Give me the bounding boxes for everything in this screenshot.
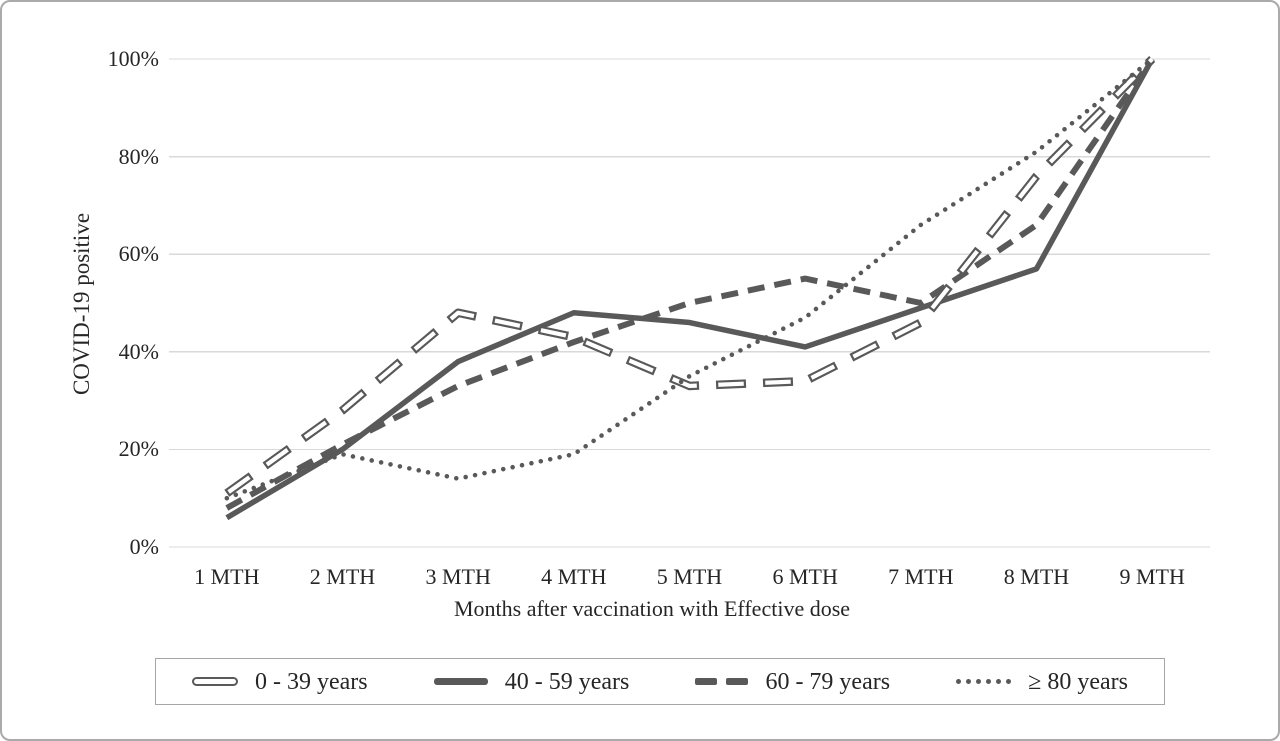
y-tick-label: 100% (107, 46, 159, 71)
legend-item-label: ≥ 80 years (1028, 668, 1128, 695)
legend-item: 0 - 39 years (192, 668, 368, 696)
legend-swatch-dotted-icon (956, 679, 1012, 684)
legend-item: 60 - 79 years (695, 668, 890, 696)
legend-item: ≥ 80 years (956, 668, 1128, 696)
x-axis-title: Months after vaccination with Effective … (453, 596, 851, 621)
x-tick-label: 8 MTH (1003, 564, 1070, 589)
x-tick-label: 5 MTH (656, 564, 723, 589)
x-tick-label: 4 MTH (541, 564, 607, 589)
y-tick-label: 20% (118, 436, 159, 462)
y-tick-label: 60% (118, 241, 159, 267)
x-tick-label: 7 MTH (888, 564, 954, 589)
legend: 0 - 39 years 40 - 59 years 60 - 79 years ≥ … (155, 658, 1165, 705)
series-line-60-79-years (225, 57, 1155, 511)
legend-item-label: 60 - 79 years (765, 668, 891, 695)
x-tick-label: 9 MTH (1119, 564, 1185, 589)
series-line-80-years (224, 56, 1155, 501)
legend-item: 40 - 59 years (433, 668, 630, 696)
y-tick-label: 40% (118, 338, 159, 364)
y-tick-label: 80% (118, 143, 159, 169)
gridlines (169, 58, 1210, 548)
x-tick-label: 2 MTH (309, 564, 376, 589)
y-axis-tick-labels: 0% 20% 40% 60% 80% 100% (2, 2, 159, 739)
legend-item-label: 0 - 39 years (255, 668, 368, 695)
series-line-0-39-years-inner (225, 57, 1154, 496)
x-tick-label: 1 MTH (194, 564, 260, 589)
legend-item-label: 40 - 59 years (504, 668, 630, 695)
series-line-40-59-years (225, 57, 1155, 521)
legend-swatch-solid-icon (433, 678, 488, 685)
legend-swatch-outlined-dash-icon (192, 677, 238, 686)
y-tick-label: 0% (129, 534, 159, 559)
legend-swatch-dashed-icon (695, 678, 749, 685)
x-tick-label: 6 MTH (772, 564, 838, 589)
x-tick-label: 3 MTH (425, 564, 491, 589)
